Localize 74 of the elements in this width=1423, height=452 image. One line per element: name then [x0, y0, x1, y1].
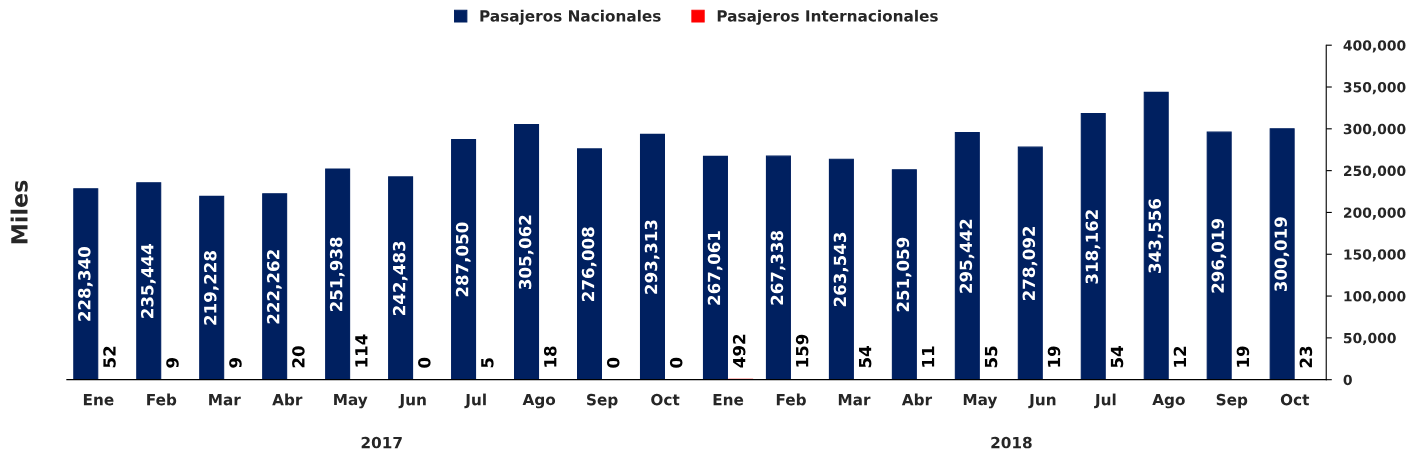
data-label: 492 — [732, 334, 746, 368]
x-tick-label: Ene — [713, 394, 744, 406]
data-label: 278,092 — [1022, 226, 1038, 301]
data-label: 9 — [166, 358, 179, 368]
x-tick-label: Abr — [272, 393, 303, 406]
data-label: 12 — [1173, 346, 1187, 367]
y-tick-label: 400,000 — [1343, 40, 1406, 53]
data-label: 318,162 — [1085, 210, 1101, 284]
data-label: 23 — [1299, 346, 1313, 368]
data-label: 114 — [355, 334, 368, 367]
data-label: 19 — [1236, 346, 1250, 367]
data-label: 0 — [669, 357, 683, 368]
x-tick-label: Jul — [464, 393, 486, 409]
data-label: 295,442 — [959, 219, 975, 293]
y-tick-label: 150,000 — [1344, 249, 1406, 262]
x-tick-label: Feb — [147, 393, 177, 406]
text: 2018 — [991, 436, 1032, 449]
data-label: 293,313 — [644, 220, 660, 294]
data-label: 19 — [1047, 346, 1061, 367]
data-label: 11 — [921, 346, 935, 367]
data-label: 52 — [103, 346, 116, 368]
data-label: 296,019 — [1211, 219, 1227, 293]
x-tick-label: Feb — [776, 393, 806, 406]
data-label: 9 — [229, 358, 242, 368]
data-label: 20 — [292, 346, 305, 368]
data-label: 222,262 — [266, 250, 282, 324]
data-label: 219,228 — [203, 251, 219, 325]
data-label: 305,062 — [518, 215, 534, 289]
x-tick-label: Sep — [1216, 393, 1248, 409]
x-tick-label: Oct — [651, 393, 680, 406]
data-label: 235,444 — [140, 244, 156, 318]
data-label: 287,050 — [455, 222, 471, 297]
y-tick-label: 300,000 — [1343, 123, 1406, 137]
data-label: 159 — [795, 334, 809, 367]
x-tick-label: May — [334, 393, 368, 409]
data-label: 18 — [543, 346, 557, 367]
data-label: 251,938 — [329, 237, 345, 311]
y-tick-label: 250,000 — [1344, 165, 1406, 178]
x-tick-label: Abr — [901, 393, 933, 406]
x-tick-label: May — [963, 393, 998, 409]
data-label: 263,543 — [833, 232, 849, 307]
data-label: 242,483 — [392, 241, 408, 315]
x-tick-label: Mar — [209, 394, 241, 406]
x-tick-label: Jun — [398, 394, 426, 409]
x-tick-label: Oct — [1280, 393, 1310, 406]
y-tick-label: 350,000 — [1343, 81, 1406, 95]
data-label: 343,556 — [1148, 198, 1164, 273]
legend-label: Pasajeros Nacionales — [480, 9, 661, 25]
data-label: 55 — [984, 346, 998, 368]
data-label: 267,061 — [707, 231, 723, 305]
data-label: 0 — [606, 357, 620, 368]
x-tick-label: Mar — [838, 394, 871, 406]
data-label: 267,338 — [770, 230, 786, 305]
y-tick-label: 0 — [1343, 374, 1352, 386]
data-label: 0 — [418, 357, 431, 368]
y-tick-label: 100,000 — [1344, 291, 1406, 304]
data-label: 5 — [481, 358, 494, 368]
text: 2017 — [361, 436, 402, 449]
x-tick-label: Ago — [1152, 393, 1185, 409]
x-tick-label: Jun — [1028, 394, 1056, 409]
x-tick-label: Jul — [1094, 393, 1116, 409]
x-tick-label: Ene — [83, 394, 114, 406]
legend-label: Pasajeros Internacionales — [717, 9, 938, 25]
x-tick-label: Sep — [587, 393, 618, 409]
data-label: 228,340 — [78, 247, 93, 321]
x-tick-label: Ago — [522, 393, 556, 409]
data-label: 54 — [1110, 346, 1124, 368]
y-tick-label: 200,000 — [1344, 207, 1406, 220]
data-label: 54 — [859, 346, 872, 368]
y-tick-label: 50,000 — [1343, 332, 1396, 346]
data-label: 251,059 — [896, 237, 912, 312]
data-label: 276,008 — [581, 227, 597, 301]
data-label: 300,019 — [1274, 217, 1290, 292]
y-axis-title: Miles — [10, 180, 28, 244]
